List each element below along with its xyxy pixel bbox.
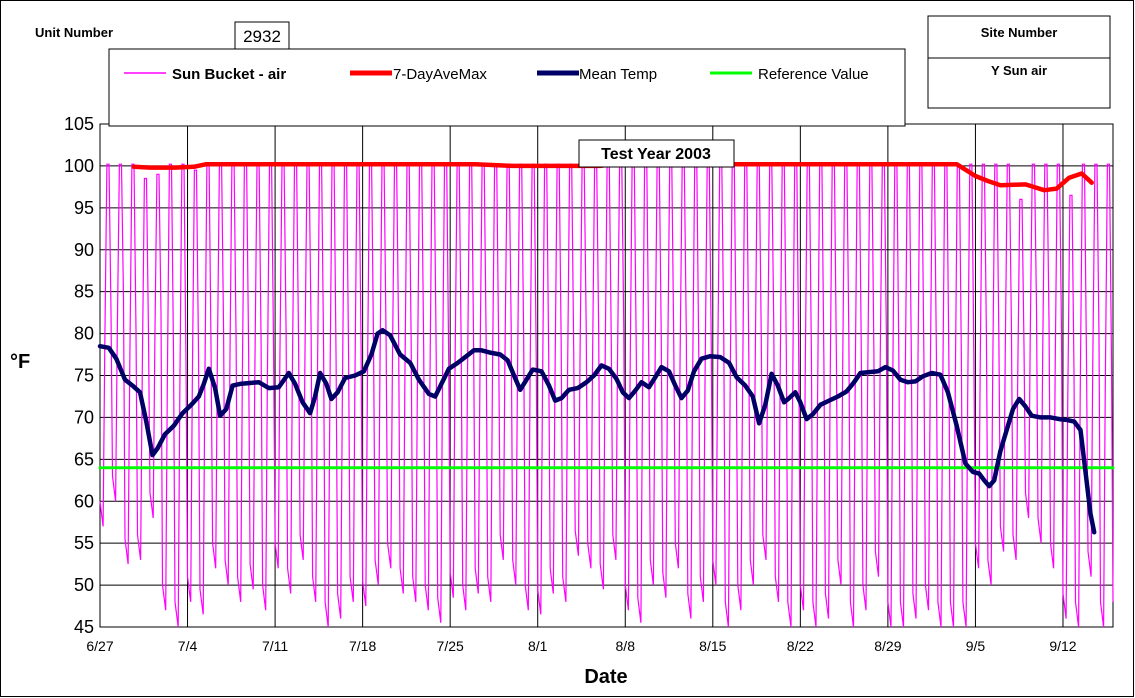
y-tick-label: 75 bbox=[74, 366, 94, 386]
site-number-label: Site Number bbox=[981, 25, 1058, 40]
site-number-value: Y Sun air bbox=[991, 63, 1047, 78]
y-axis-title: °F bbox=[10, 351, 30, 373]
x-tick-label: 8/8 bbox=[616, 638, 636, 654]
legend-label-reference: Reference Value bbox=[758, 66, 869, 83]
seven-day-ave-max-series bbox=[131, 161, 1094, 193]
x-tick-label: 7/18 bbox=[349, 638, 376, 654]
unit-number-box bbox=[234, 21, 290, 50]
y-tick-label: 95 bbox=[74, 198, 94, 218]
legend: Sun Bucket - air 7-DayAveMax Mean Temp R… bbox=[124, 66, 869, 83]
legend-label-avemax: 7-DayAveMax bbox=[393, 66, 487, 83]
site-number-box bbox=[927, 15, 1111, 109]
mean-temp-series bbox=[97, 327, 1097, 535]
legend-box bbox=[108, 48, 906, 127]
y-tick-label: 60 bbox=[74, 491, 94, 511]
legend-label-mean-temp: Mean Temp bbox=[579, 66, 657, 83]
x-tick-label: 8/22 bbox=[787, 638, 814, 654]
y-tick-label: 105 bbox=[64, 114, 94, 134]
y-tick-label: 80 bbox=[74, 324, 94, 344]
y-tick-label: 50 bbox=[74, 575, 94, 595]
unit-number-value: 2932 bbox=[243, 27, 281, 46]
y-tick-label: 45 bbox=[74, 617, 94, 637]
x-tick-label: 9/5 bbox=[966, 638, 986, 654]
y-axis-ticks: 45 50 55 60 65 70 75 80 85 90 95 100 105 bbox=[64, 114, 94, 637]
x-axis-ticks: 6/27 7/4 7/11 7/18 7/25 8/1 8/8 8/15 8/22 8/29 9/5… bbox=[86, 638, 1076, 654]
legend-label-sun-bucket: Sun Bucket - air bbox=[172, 66, 286, 83]
x-tick-label: 8/15 bbox=[699, 638, 726, 654]
x-tick-label: 7/11 bbox=[262, 638, 288, 654]
y-tick-label: 100 bbox=[64, 156, 94, 176]
y-tick-label: 85 bbox=[74, 282, 94, 302]
y-tick-label: 70 bbox=[74, 407, 94, 427]
x-tick-label: 6/27 bbox=[86, 638, 113, 654]
y-tick-label: 55 bbox=[74, 533, 94, 553]
x-axis-title: Date bbox=[584, 666, 627, 688]
seven-day-ave-max-line bbox=[131, 161, 1094, 193]
y-tick-label: 65 bbox=[74, 449, 94, 469]
annotation-box bbox=[578, 139, 735, 168]
mean-temp-line bbox=[97, 327, 1097, 535]
x-tick-label: 7/4 bbox=[178, 638, 198, 654]
x-tick-label: 7/25 bbox=[437, 638, 464, 654]
x-tick-label: 8/1 bbox=[528, 638, 548, 654]
y-tick-label: 90 bbox=[74, 240, 94, 260]
annotation-text: Test Year 2003 bbox=[601, 146, 711, 163]
x-tick-label: 8/29 bbox=[874, 638, 901, 654]
x-tick-label: 9/12 bbox=[1049, 638, 1076, 654]
unit-number-label: Unit Number bbox=[35, 25, 113, 40]
